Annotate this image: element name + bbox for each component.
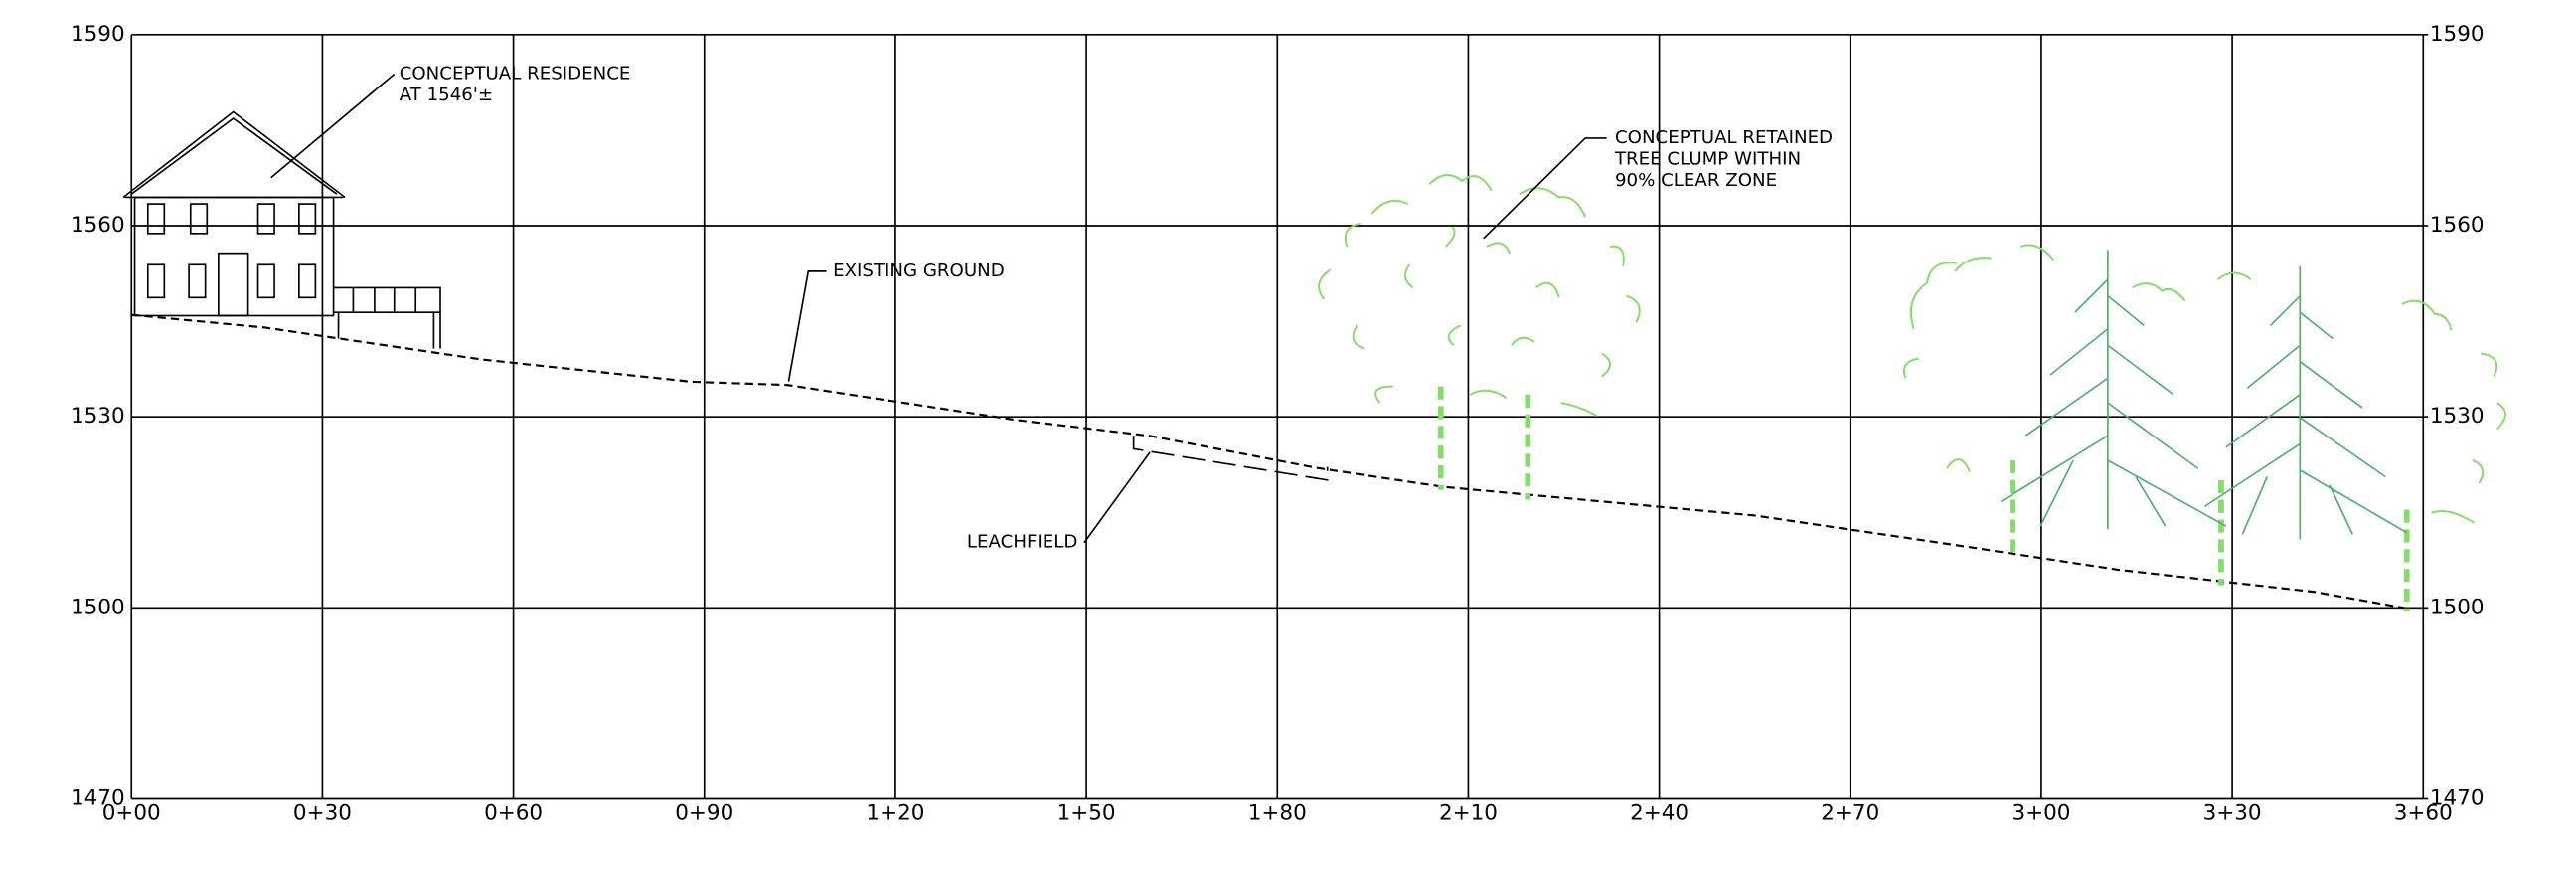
x-tick-label: 3+00 [2012, 800, 2070, 825]
y2-tick-label: 1470 [2430, 786, 2485, 811]
annotation-text: CONCEPTUAL RESIDENCE [400, 64, 631, 85]
y-tick-label: 1560 [71, 213, 125, 238]
y-tick-label: 1530 [71, 404, 125, 429]
x-tick-label: 2+40 [1630, 800, 1689, 825]
annotations: CONCEPTUAL RESIDENCE AT 1546'± EXISTING … [400, 64, 1833, 553]
annotation-text: TREE CLUMP WITHIN [1614, 148, 1801, 169]
annotation-text: AT 1546'± [400, 85, 493, 105]
y2-tick-label: 1560 [2430, 213, 2485, 238]
annotation-text: CONCEPTUAL RETAINED [1615, 127, 1833, 148]
x-tick-label: 1+80 [1248, 800, 1307, 825]
annotation-text: 90% CLEAR ZONE [1615, 170, 1777, 191]
y-tick-label: 1470 [71, 786, 125, 811]
y-tick-label: 1500 [71, 595, 125, 619]
series-label: EXISTING GROUND [833, 261, 1005, 281]
leachfield-drawing [1132, 436, 1329, 481]
y2-tick-label: 1530 [2430, 404, 2485, 429]
series-line [131, 313, 2405, 610]
x-tick-label: 3+30 [2203, 800, 2262, 825]
x-tick-label: 0+30 [293, 800, 352, 825]
annotation-leaders [270, 73, 1607, 544]
y2-tick-label: 1590 [2430, 22, 2485, 47]
x-tick-label: 0+90 [675, 800, 733, 825]
axes: 0+00 0+30 0+60 0+90 1+20 1+50 1+80 2+10 2+40 2+70… [71, 22, 2485, 826]
x-tick-label: 2+10 [1439, 800, 1498, 825]
x-tick-label: 2+70 [1821, 800, 1879, 825]
residence-drawing [122, 110, 441, 349]
x-tick-label: 3+60 [2394, 800, 2453, 825]
x-tick-label: 0+00 [102, 800, 161, 825]
tree-drawing [1318, 174, 2506, 612]
y2-tick-label: 1500 [2430, 595, 2485, 619]
annotation-text: LEACHFIELD [967, 532, 1077, 553]
x-tick-label: 0+60 [484, 800, 543, 825]
x-tick-label: 1+50 [1057, 800, 1116, 825]
x-tick-label: 1+20 [866, 800, 924, 825]
y-tick-label: 1590 [71, 22, 125, 47]
